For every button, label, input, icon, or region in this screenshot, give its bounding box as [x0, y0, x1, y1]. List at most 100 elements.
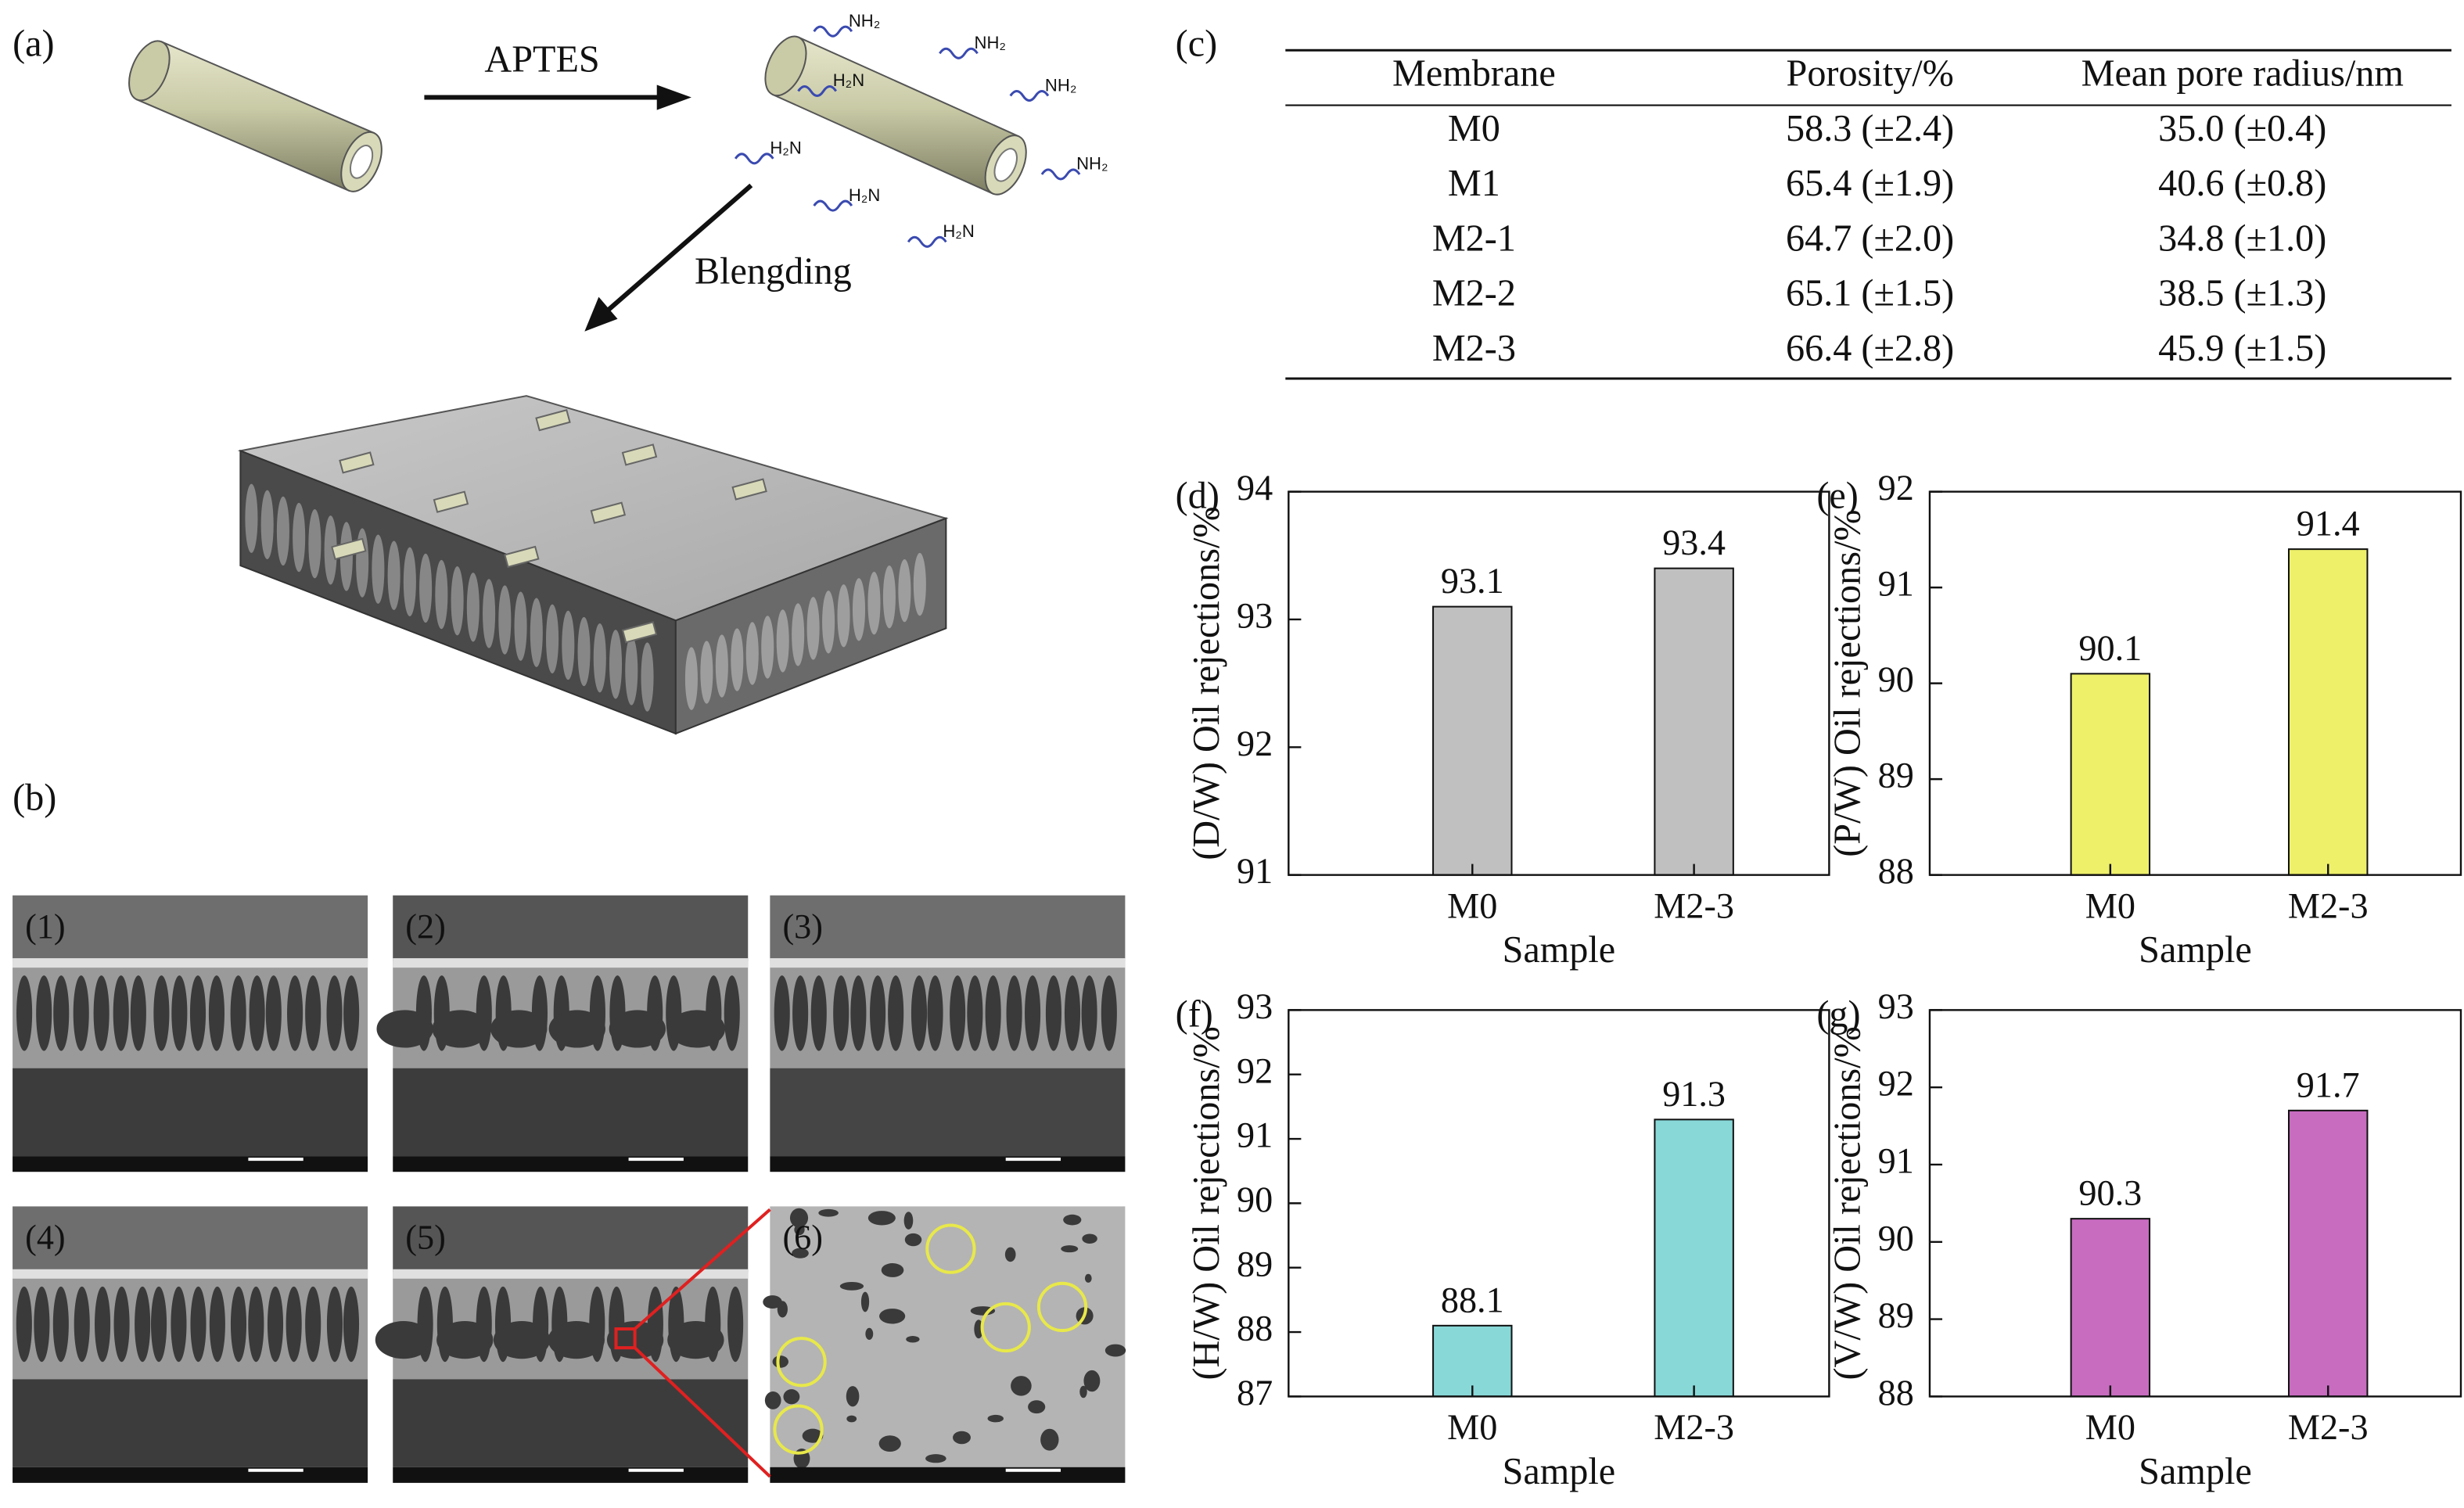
zoom-box [614, 1327, 637, 1350]
pore [641, 642, 654, 712]
sem-pore [432, 1010, 489, 1048]
y-axis-label: (V/W) Oil rejections/% [1827, 1026, 1869, 1380]
sem-pore [846, 1386, 860, 1407]
sem-surface [13, 895, 368, 962]
pore [276, 496, 289, 566]
sem-pore [987, 1414, 1004, 1423]
sem-pore [839, 1281, 864, 1291]
table-cell: 38.5 (±1.3) [2158, 273, 2326, 314]
value-label: 93.4 [1662, 522, 1726, 562]
sem-pore [36, 975, 52, 1051]
micrograph-label: (4) [25, 1219, 66, 1257]
pore [435, 559, 448, 630]
nanotube [764, 35, 1027, 196]
chem-label: H₂N [849, 185, 880, 205]
sem-pore [286, 1286, 302, 1363]
sem-pore [73, 975, 89, 1051]
sem-pore [53, 975, 70, 1051]
table-cell: 40.6 (±0.8) [2158, 163, 2326, 204]
sem-pore [208, 975, 224, 1051]
micrograph-label: (2) [405, 907, 446, 946]
table-header: Porosity/% [1787, 52, 1954, 94]
highlight-circle [980, 1302, 1031, 1353]
sem-surface [13, 1206, 368, 1273]
sem-pore [113, 1286, 130, 1363]
chem-label: NH₂ [1045, 75, 1076, 95]
arrow [602, 183, 753, 316]
sem-pore [792, 1248, 809, 1258]
y-tick-label: 91 [1878, 1141, 1914, 1181]
reagent-label: APTES [484, 38, 599, 80]
x-tick-label: M2-3 [2288, 1407, 2369, 1447]
bar [2288, 548, 2369, 876]
pore [806, 597, 820, 660]
table-cell: 65.4 (±1.9) [1786, 163, 1954, 204]
sem-pore [16, 1286, 32, 1363]
pore [852, 578, 866, 641]
value-label: 88.1 [1441, 1280, 1504, 1320]
micrograph [376, 895, 749, 1172]
sem-skin [13, 958, 368, 968]
bar [2070, 673, 2151, 876]
sem-pore [647, 1286, 663, 1363]
sem-skin [13, 1269, 368, 1279]
sem-pore [476, 975, 492, 1051]
y-tick-label: 88 [1878, 1373, 1914, 1413]
sem-substrate [13, 1068, 368, 1157]
table-cell: 65.1 (±1.5) [1786, 273, 1954, 314]
arrow-head [656, 84, 691, 110]
sem-pore [783, 1389, 800, 1405]
table-header: Membrane [1392, 52, 1556, 94]
table-cell: M1 [1448, 163, 1500, 204]
pore [498, 585, 512, 655]
micrograph-label: (1) [25, 907, 66, 946]
arrow-head [584, 296, 618, 332]
sem-pore [1083, 1370, 1101, 1392]
pore [577, 616, 591, 687]
pore [792, 603, 805, 666]
bar [2288, 1109, 2369, 1398]
sem-surface [393, 1206, 749, 1273]
sem-substrate [13, 1379, 368, 1467]
pore [324, 515, 337, 585]
chain [1040, 168, 1081, 181]
x-tick-label: M0 [2085, 1407, 2135, 1447]
sem-pore [1025, 975, 1041, 1051]
y-axis-label: (P/W) Oil rejections/% [1827, 510, 1869, 857]
micrograph [13, 895, 368, 1172]
sem-skin [393, 1269, 749, 1279]
embedded-tube [331, 537, 367, 561]
sem-pore [810, 975, 827, 1051]
zoom-line [634, 1346, 771, 1478]
sem-pore [589, 1286, 605, 1363]
chain [939, 47, 979, 59]
pore [715, 634, 728, 698]
y-tick-label: 91 [1878, 564, 1914, 604]
sem-pore [777, 1301, 788, 1318]
panel-label: (a) [13, 23, 54, 64]
tube-hole [993, 148, 1018, 182]
sem-skin [393, 958, 749, 968]
x-axis-label: Sample [2139, 929, 2252, 971]
sem-pore [879, 1309, 906, 1324]
pore [562, 610, 575, 680]
sem-pore [130, 975, 146, 1051]
sem-pore [705, 1286, 721, 1363]
y-tick-label: 94 [1237, 468, 1273, 508]
pore [293, 502, 306, 573]
pore [898, 558, 911, 623]
x-tick-label: M2-3 [1654, 1407, 1734, 1447]
table-cell: 45.9 (±1.5) [2158, 328, 2326, 369]
embedded-tube [621, 443, 658, 466]
highlight-circle [925, 1223, 976, 1274]
bar [1654, 1118, 1734, 1398]
y-tick-label: 92 [1878, 468, 1914, 508]
step-label: Blengding [695, 251, 852, 293]
pore [776, 609, 789, 673]
pore [731, 628, 744, 691]
sem-pore [305, 975, 321, 1051]
sem-pore [789, 1208, 809, 1228]
value-label: 91.4 [2297, 504, 2360, 544]
sem-substrate [393, 1379, 749, 1467]
value-label: 90.1 [2078, 628, 2142, 668]
